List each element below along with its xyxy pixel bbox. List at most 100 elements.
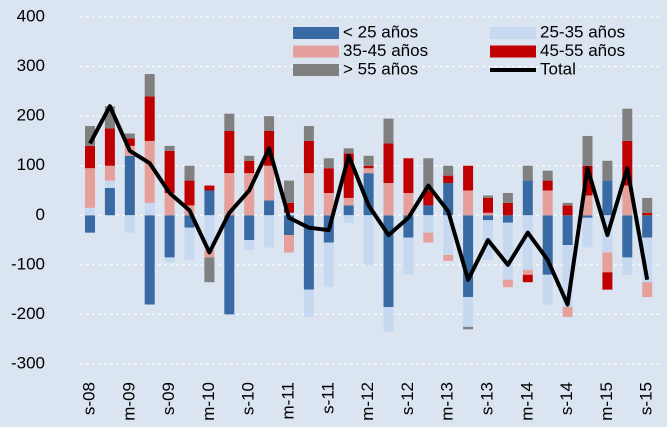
bar-segment bbox=[184, 215, 195, 228]
x-tick-label: s-15 bbox=[637, 382, 656, 415]
legend-label: 45-55 años bbox=[540, 41, 625, 60]
bar-segment bbox=[303, 173, 314, 216]
bar-segment bbox=[383, 118, 394, 144]
bar-segment bbox=[403, 215, 414, 238]
bar-segment bbox=[85, 126, 95, 146]
y-tick-label: 400 bbox=[17, 6, 45, 25]
x-tick-label: s-10 bbox=[239, 382, 258, 415]
bar-segment bbox=[483, 195, 493, 198]
bar-segment bbox=[463, 190, 474, 216]
y-tick-label: -100 bbox=[11, 254, 45, 273]
bar-segment bbox=[124, 215, 135, 233]
bar-segment bbox=[224, 173, 235, 216]
bar-segment bbox=[144, 202, 155, 216]
bar-segment bbox=[423, 215, 434, 233]
bar-segment bbox=[443, 165, 454, 176]
x-tick-label: s-13 bbox=[477, 382, 496, 415]
y-tick-label: 300 bbox=[17, 56, 45, 75]
bar-segment bbox=[502, 202, 513, 216]
bar-segment bbox=[204, 185, 215, 191]
bar-segment bbox=[284, 180, 294, 203]
bar-segment bbox=[303, 126, 314, 141]
x-tick-label: s-09 bbox=[159, 382, 178, 415]
bar-segment bbox=[164, 192, 175, 216]
bar-segment bbox=[104, 128, 115, 166]
bar-segment bbox=[463, 297, 474, 327]
bar-segment bbox=[343, 205, 354, 216]
bar-segment bbox=[602, 252, 613, 273]
bar-segment bbox=[423, 190, 434, 206]
bar-segment bbox=[642, 197, 653, 213]
bar-segment bbox=[443, 175, 454, 184]
bar-segment bbox=[124, 133, 135, 139]
bar-segment bbox=[164, 145, 175, 151]
bar-segment bbox=[542, 274, 553, 305]
bar-segment bbox=[164, 215, 175, 258]
bar-segment bbox=[483, 197, 493, 213]
bar-segment bbox=[85, 168, 95, 208]
bar-segment bbox=[363, 215, 374, 265]
bar-segment bbox=[383, 306, 394, 332]
x-tick-label: m-11 bbox=[278, 382, 297, 419]
bar-segment bbox=[104, 188, 115, 216]
bar-segment bbox=[522, 215, 533, 270]
bar-segment bbox=[284, 215, 294, 236]
bar-segment bbox=[104, 165, 115, 181]
bar-segment bbox=[602, 160, 613, 181]
bar-segment bbox=[502, 279, 513, 288]
bar-segment bbox=[204, 190, 215, 216]
legend-label: Total bbox=[540, 59, 576, 78]
legend-swatch bbox=[490, 27, 536, 39]
bar-segment bbox=[622, 257, 633, 275]
legend-swatch bbox=[293, 64, 339, 76]
bar-segment bbox=[582, 217, 593, 248]
bar-segment bbox=[303, 140, 314, 174]
bar-segment bbox=[244, 155, 255, 161]
bar-segment bbox=[582, 135, 593, 166]
bar-segment bbox=[184, 165, 195, 181]
y-tick-label: 0 bbox=[36, 205, 45, 224]
bar-segment bbox=[124, 155, 135, 216]
bar-segment bbox=[542, 215, 553, 275]
bar-segment bbox=[542, 180, 553, 191]
bar-segment bbox=[144, 215, 155, 305]
bar-segment bbox=[383, 183, 394, 216]
bar-segment bbox=[602, 180, 613, 216]
bar-segment bbox=[642, 237, 653, 283]
bar-segment bbox=[323, 168, 334, 193]
bar-segment bbox=[284, 235, 294, 253]
bar-segment bbox=[244, 173, 255, 216]
bar-segment bbox=[443, 215, 454, 255]
bar-segment bbox=[602, 272, 613, 290]
bar-segment bbox=[363, 155, 374, 166]
bar-segment bbox=[144, 74, 155, 97]
bar-segment bbox=[622, 215, 633, 258]
x-tick-label: m-12 bbox=[358, 382, 377, 421]
y-tick-label: -200 bbox=[11, 304, 45, 323]
x-tick-label: m-13 bbox=[438, 382, 457, 421]
bar-segment bbox=[363, 165, 374, 169]
x-tick-label: m-15 bbox=[597, 382, 616, 421]
x-tick-label: m-10 bbox=[199, 382, 218, 421]
bar-segment bbox=[104, 106, 115, 129]
bar-segment bbox=[582, 215, 593, 218]
bar-segment bbox=[144, 96, 155, 141]
bar-segment bbox=[303, 215, 314, 290]
bar-segment bbox=[204, 257, 215, 283]
bar-segment bbox=[244, 215, 255, 241]
bar-segment bbox=[403, 192, 414, 216]
bar-segment bbox=[562, 245, 573, 307]
bar-segment bbox=[463, 215, 474, 298]
bar-segment bbox=[224, 215, 235, 315]
bar-segment bbox=[264, 165, 275, 201]
bar-segment bbox=[184, 227, 195, 260]
bar-segment bbox=[642, 282, 653, 298]
bar-segment bbox=[284, 202, 294, 213]
x-tick-label: s-11 bbox=[318, 382, 337, 414]
bar-segment bbox=[204, 215, 215, 250]
bar-segment bbox=[502, 192, 513, 203]
legend-label: 35-45 años bbox=[343, 41, 428, 60]
bar-segment bbox=[423, 158, 434, 191]
bar-segment bbox=[502, 215, 513, 223]
